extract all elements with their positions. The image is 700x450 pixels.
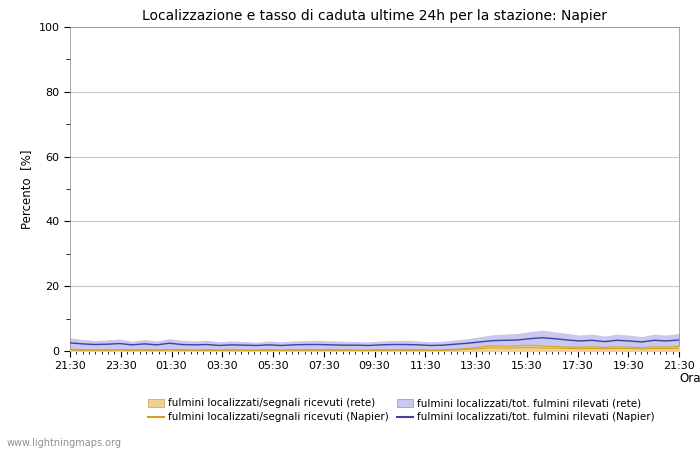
Legend: fulmini localizzati/segnali ricevuti (rete), fulmini localizzati/segnali ricevut: fulmini localizzati/segnali ricevuti (re… <box>148 398 655 423</box>
Y-axis label: Percento  [%]: Percento [%] <box>20 149 33 229</box>
Text: Orario: Orario <box>679 372 700 385</box>
Title: Localizzazione e tasso di caduta ultime 24h per la stazione: Napier: Localizzazione e tasso di caduta ultime … <box>142 9 607 23</box>
Text: www.lightningmaps.org: www.lightningmaps.org <box>7 438 122 448</box>
